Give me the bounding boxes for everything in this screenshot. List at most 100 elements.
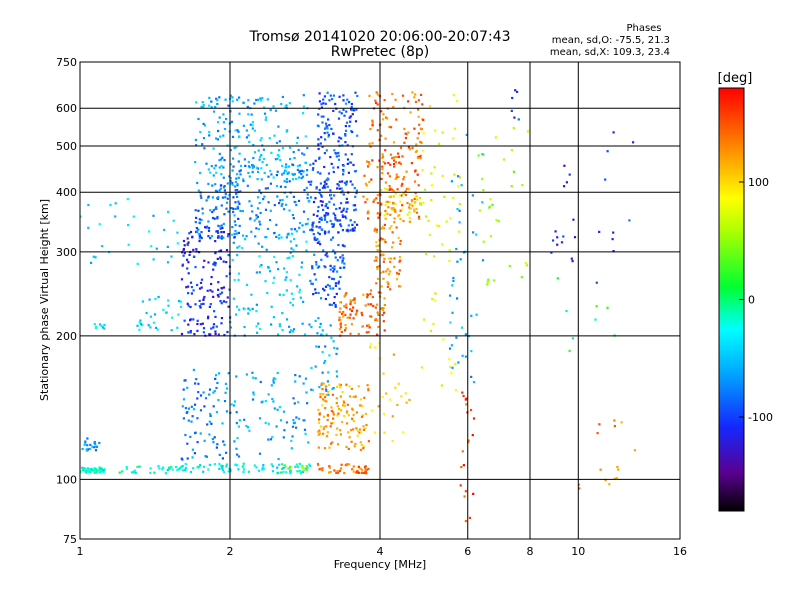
- data-point: [342, 108, 345, 111]
- data-point: [258, 452, 262, 455]
- data-point: [325, 179, 328, 182]
- data-point: [95, 445, 99, 449]
- data-point: [186, 442, 189, 445]
- data-point: [204, 226, 207, 229]
- data-point: [181, 464, 184, 468]
- data-point: [556, 243, 559, 246]
- data-point: [346, 403, 349, 406]
- data-point: [85, 448, 88, 451]
- data-point: [317, 143, 320, 146]
- data-point: [376, 249, 379, 252]
- data-point: [309, 464, 312, 467]
- data-point: [342, 164, 345, 167]
- data-point: [215, 97, 218, 100]
- data-point: [222, 121, 225, 124]
- data-point: [231, 96, 234, 99]
- data-point: [235, 447, 238, 450]
- data-point: [236, 173, 239, 176]
- data-point: [332, 278, 336, 281]
- data-point: [266, 98, 269, 101]
- data-point: [338, 316, 341, 319]
- data-point: [345, 303, 348, 306]
- data-point: [212, 295, 215, 298]
- data-point: [327, 133, 330, 137]
- data-point: [265, 116, 268, 119]
- data-point: [257, 242, 260, 245]
- data-point: [229, 94, 232, 97]
- data-point: [270, 151, 273, 154]
- data-point: [238, 96, 241, 99]
- data-point: [339, 319, 342, 322]
- data-point: [201, 207, 204, 210]
- data-point: [232, 241, 235, 244]
- data-point: [384, 209, 387, 213]
- data-point: [333, 194, 336, 197]
- data-point: [236, 205, 239, 208]
- data-point: [383, 223, 386, 226]
- data-point: [273, 255, 276, 258]
- data-point: [332, 421, 335, 425]
- data-point: [251, 124, 254, 127]
- data-point: [324, 396, 327, 399]
- data-point: [449, 321, 452, 324]
- data-point: [257, 322, 260, 325]
- data-point: [357, 332, 360, 336]
- data-point: [418, 217, 421, 220]
- data-point: [222, 176, 225, 179]
- data-point: [430, 172, 433, 175]
- data-point: [420, 366, 424, 369]
- data-point: [229, 149, 232, 152]
- data-point: [380, 227, 383, 230]
- data-point: [381, 165, 384, 168]
- data-point: [184, 466, 187, 469]
- data-point: [277, 237, 281, 240]
- data-point: [134, 471, 137, 475]
- data-point: [323, 165, 326, 169]
- data-point: [347, 224, 350, 227]
- data-point: [261, 97, 264, 100]
- data-point: [224, 196, 227, 199]
- data-point: [363, 445, 366, 448]
- data-point: [399, 209, 402, 212]
- data-point: [323, 361, 326, 365]
- data-point: [162, 466, 165, 469]
- data-point: [317, 446, 320, 449]
- data-point: [225, 301, 228, 304]
- data-point: [272, 281, 275, 284]
- data-point: [332, 411, 335, 414]
- data-point: [313, 273, 316, 276]
- y-tick-label: 500: [56, 140, 77, 153]
- data-point: [189, 331, 192, 334]
- data-point: [374, 317, 378, 321]
- data-point: [270, 384, 273, 387]
- data-point: [462, 464, 465, 467]
- data-point: [81, 447, 84, 451]
- data-point: [227, 470, 230, 473]
- data-point: [347, 447, 350, 450]
- data-point: [464, 490, 467, 493]
- data-point: [336, 427, 339, 430]
- data-point: [458, 221, 461, 224]
- data-point: [183, 252, 186, 255]
- data-point: [434, 299, 437, 302]
- data-point: [376, 129, 379, 132]
- data-point: [395, 173, 398, 176]
- data-point: [230, 207, 233, 210]
- data-point: [371, 121, 374, 124]
- data-point: [200, 196, 203, 199]
- data-point: [247, 426, 250, 429]
- data-point: [225, 465, 228, 468]
- data-point: [242, 101, 245, 104]
- data-point: [376, 333, 379, 336]
- data-point: [457, 361, 460, 364]
- data-point: [261, 161, 264, 164]
- data-point: [342, 400, 345, 403]
- data-point: [194, 209, 197, 212]
- data-point: [192, 467, 195, 470]
- data-point: [407, 131, 410, 134]
- data-point: [345, 383, 348, 386]
- data-point: [404, 132, 407, 135]
- data-point: [285, 163, 288, 166]
- data-point: [378, 159, 381, 162]
